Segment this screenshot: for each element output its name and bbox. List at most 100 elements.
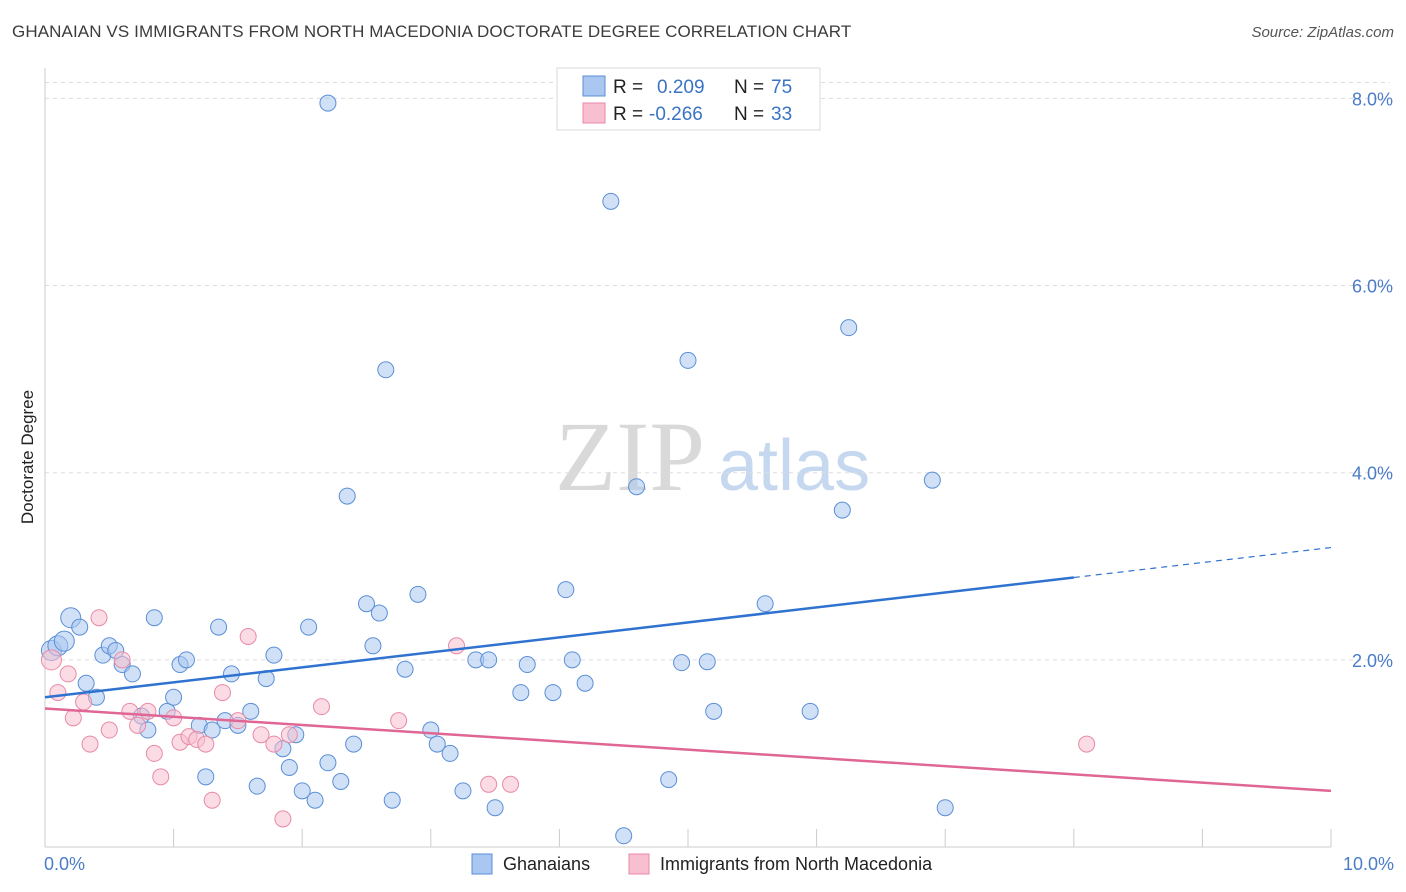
data-point xyxy=(480,775,498,793)
data-point xyxy=(576,674,594,692)
chart-title: GHANAIAN VS IMMIGRANTS FROM NORTH MACEDO… xyxy=(12,22,852,41)
data-point xyxy=(319,754,337,772)
data-point xyxy=(358,595,375,613)
data-point xyxy=(364,637,382,655)
legend-swatch-ghanaians xyxy=(582,75,606,97)
data-point xyxy=(319,94,337,112)
data-point xyxy=(59,665,77,683)
data-point xyxy=(239,627,257,645)
data-point xyxy=(197,735,215,753)
bottom-legend-label-ghanaians: Ghanaians xyxy=(503,854,590,874)
data-point xyxy=(252,726,270,744)
data-point xyxy=(81,735,99,753)
x-tick-label-max: 10.0% xyxy=(1343,854,1394,874)
data-point xyxy=(756,595,774,613)
legend-n-value-2: 33 xyxy=(771,104,792,125)
data-point xyxy=(242,702,260,720)
data-point xyxy=(801,702,819,720)
data-point xyxy=(300,618,318,636)
data-point xyxy=(90,609,108,627)
data-point xyxy=(557,581,575,599)
data-point xyxy=(177,651,195,669)
data-point xyxy=(936,799,954,817)
data-point xyxy=(113,651,131,669)
data-point xyxy=(165,688,183,706)
y-tick-labels: 2.0% 4.0% 6.0% 8.0% xyxy=(1352,89,1393,670)
data-point xyxy=(152,768,170,786)
gridlines xyxy=(45,81,1390,661)
data-point xyxy=(705,702,723,720)
legend-r-label-2: R = xyxy=(613,104,643,125)
data-point xyxy=(213,684,231,702)
data-point xyxy=(293,782,311,800)
data-point xyxy=(312,698,330,716)
watermark-atlas: atlas xyxy=(718,426,870,506)
data-point xyxy=(518,656,536,674)
data-point xyxy=(370,604,388,622)
legend-r-value-1: 0.209 xyxy=(657,77,705,98)
y-axis-title: Doctorate Degree xyxy=(18,390,37,524)
data-point xyxy=(129,716,147,734)
watermark-zip: ZIP xyxy=(555,401,705,512)
data-point xyxy=(49,684,67,702)
data-point xyxy=(139,702,157,720)
data-point xyxy=(377,361,395,379)
trend-line-ghanaians xyxy=(44,576,1074,699)
y-tick-label: 4.0% xyxy=(1352,464,1393,484)
data-point xyxy=(544,684,562,702)
data-point xyxy=(833,501,851,519)
data-point xyxy=(673,654,691,672)
trend-lines xyxy=(44,546,1332,793)
data-point xyxy=(280,726,298,744)
data-point xyxy=(274,810,292,828)
data-point xyxy=(210,618,228,636)
trend-line-ghanaians-extension xyxy=(1073,546,1332,579)
data-point xyxy=(345,735,363,753)
data-point xyxy=(409,585,427,603)
data-point xyxy=(40,649,62,671)
data-point xyxy=(121,702,139,720)
data-point xyxy=(454,782,472,800)
data-point xyxy=(441,744,459,762)
data-point xyxy=(390,712,408,730)
data-point xyxy=(660,771,678,789)
data-point xyxy=(197,768,215,786)
bottom-legend-label-north-macedonia: Immigrants from North Macedonia xyxy=(660,854,933,874)
bottom-legend: Ghanaians Immigrants from North Macedoni… xyxy=(471,853,933,875)
data-point xyxy=(679,351,697,369)
x-ticks xyxy=(44,829,1332,847)
data-point xyxy=(923,471,941,489)
legend-r-label-1: R = xyxy=(613,77,643,98)
data-point xyxy=(71,618,89,636)
data-point xyxy=(332,772,350,790)
legend-n-value-1: 75 xyxy=(771,77,792,98)
data-point xyxy=(338,487,356,505)
data-point xyxy=(64,709,82,727)
data-point xyxy=(428,735,446,753)
legend-swatch-north-macedonia xyxy=(582,102,606,124)
source-credit: Source: ZipAtlas.com xyxy=(1251,24,1394,41)
data-point xyxy=(306,791,324,809)
legend-r-value-2: -0.266 xyxy=(649,104,703,125)
data-point xyxy=(77,674,95,692)
x-tick-label-min: 0.0% xyxy=(44,854,85,874)
bottom-legend-swatch-north-macedonia xyxy=(628,853,650,875)
data-point xyxy=(698,653,716,671)
data-point xyxy=(75,693,93,711)
data-point xyxy=(1078,735,1096,753)
legend: R = 0.209 N = 75 R = -0.266 N = 33 xyxy=(556,67,821,131)
data-point xyxy=(248,777,266,795)
data-point xyxy=(280,758,298,776)
data-point xyxy=(512,684,530,702)
data-point xyxy=(383,791,401,809)
data-point xyxy=(502,775,520,793)
data-point xyxy=(396,660,414,678)
trend-line-north-macedonia xyxy=(44,707,1332,793)
data-point xyxy=(628,478,646,496)
data-point xyxy=(203,721,221,739)
data-point xyxy=(203,791,221,809)
y-tick-label: 6.0% xyxy=(1352,277,1393,297)
data-point xyxy=(123,665,141,683)
data-point xyxy=(448,637,466,655)
